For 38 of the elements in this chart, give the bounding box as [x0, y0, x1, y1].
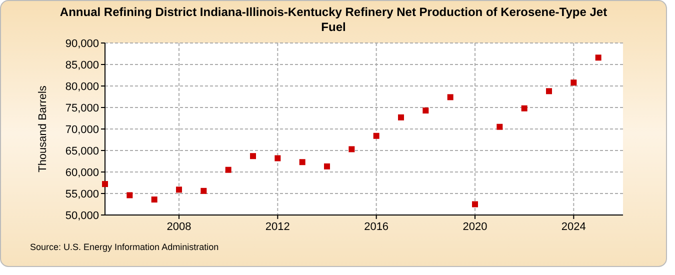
y-tick-label: 80,000 [65, 80, 99, 93]
x-tick-label: 2012 [265, 221, 290, 233]
point [447, 94, 454, 100]
point [299, 159, 306, 166]
y-tick-label: 50,000 [65, 210, 99, 222]
point [126, 192, 133, 198]
x-tick-label: 2024 [561, 221, 586, 233]
point [274, 155, 281, 162]
y-tick-label: 70,000 [65, 124, 99, 136]
point [200, 188, 207, 194]
point [176, 186, 182, 193]
y-tick-label: 55,000 [65, 188, 99, 200]
x-tick-label: 2016 [364, 221, 389, 233]
y-tick-label: 85,000 [65, 59, 99, 72]
point [422, 108, 429, 114]
x-tick-label: 2020 [462, 221, 488, 233]
point [151, 196, 158, 203]
y-tick-label: 75,000 [65, 102, 99, 114]
point [398, 114, 404, 120]
point [250, 153, 256, 160]
x-tick-label: 2008 [166, 221, 192, 233]
point [496, 124, 503, 130]
point [570, 80, 577, 86]
point [225, 166, 232, 173]
chart-title: Annual Refining District Indiana-Illinois-Kentucky Refinery Net Production of Kerosene-Type Jet Fuel [60, 5, 608, 34]
point [102, 181, 108, 188]
point [373, 132, 380, 139]
y-axis-title: Thousand Barrels [37, 85, 49, 172]
y-tick-label: 65,000 [65, 145, 99, 158]
point [324, 163, 330, 170]
point [521, 105, 528, 112]
y-tick-label: 90,000 [65, 38, 99, 50]
y-tick-label: 60,000 [65, 166, 99, 179]
point [472, 201, 478, 208]
point [348, 146, 355, 152]
point [546, 88, 552, 94]
point [595, 54, 602, 61]
source-note: Source: U.S. Energy Information Administration [30, 242, 219, 252]
